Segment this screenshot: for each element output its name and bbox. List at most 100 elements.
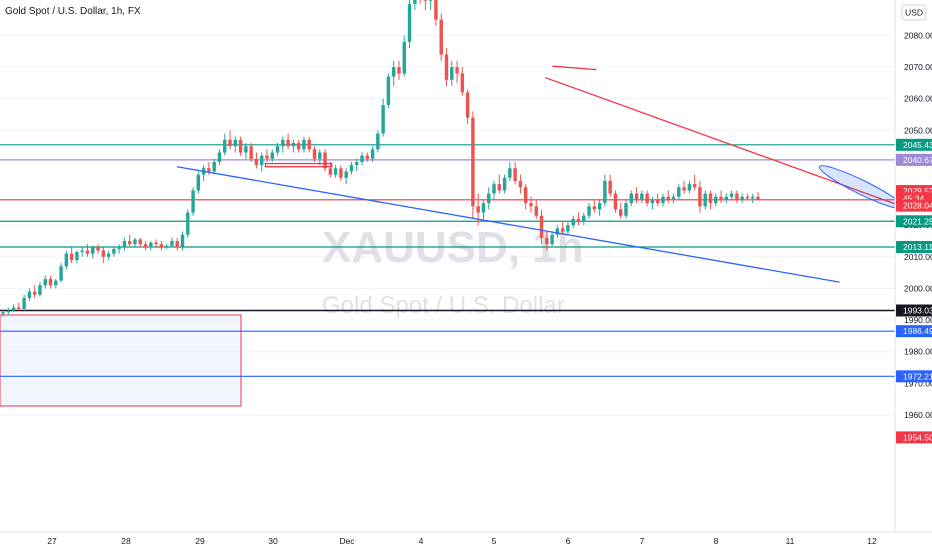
watermark-name: Gold Spot / U.S. Dollar <box>322 292 565 319</box>
price-label-text: 2040.67 <box>903 155 932 165</box>
candle-body <box>502 177 507 191</box>
candle-body <box>671 196 676 200</box>
candle-body <box>386 76 391 106</box>
candle-body <box>80 250 84 253</box>
candle-body <box>497 184 502 191</box>
candle-body <box>645 193 649 204</box>
price-label-badge <box>896 241 932 254</box>
top-segment <box>552 65 597 71</box>
candle-body <box>592 206 597 210</box>
price-tick: 2000.00 <box>904 283 932 293</box>
price-tick: 2010.00 <box>904 252 932 262</box>
candle-body <box>43 278 47 286</box>
candle-body <box>11 307 16 311</box>
price-tick: 1970.00 <box>904 378 932 388</box>
currency-button[interactable] <box>901 4 927 21</box>
candle-body <box>75 252 79 261</box>
candle-body <box>355 161 359 166</box>
candle-body <box>751 196 755 199</box>
candle-body <box>238 139 243 153</box>
candle-body <box>476 206 480 213</box>
candle-body <box>650 199 655 204</box>
candle-body <box>740 196 744 200</box>
price-tick: 1980.00 <box>904 347 932 357</box>
candle-body <box>191 190 195 213</box>
candle-body <box>133 239 137 245</box>
candle-body <box>545 237 549 245</box>
candle-body <box>175 241 179 248</box>
candle-body <box>96 247 100 251</box>
price-label-text: 45:34 <box>903 193 925 203</box>
candle-body <box>333 168 338 175</box>
candle-body <box>756 196 760 200</box>
candle-body <box>523 187 528 204</box>
candle-body <box>180 234 185 248</box>
candle-body <box>244 146 248 153</box>
price-label-badge <box>896 138 932 151</box>
candle-body <box>608 180 612 194</box>
candle-body <box>529 203 533 207</box>
price-label-badge <box>896 153 932 166</box>
price-label-text: 2013.11 <box>903 242 932 252</box>
candle-body <box>413 0 417 4</box>
candle-body <box>640 193 644 200</box>
candle-body <box>698 187 702 207</box>
candle-body <box>597 203 602 210</box>
candle-body <box>1 312 5 314</box>
candle-body <box>249 146 253 159</box>
price-tick: 2080.00 <box>904 31 932 41</box>
candle-body <box>54 280 58 286</box>
candle-body <box>149 242 153 248</box>
resistance-box <box>264 162 333 168</box>
price-label-text: 1954.50 <box>903 432 932 442</box>
candle-body <box>560 228 565 232</box>
candle-body <box>27 291 32 298</box>
candle-body <box>402 41 406 74</box>
candle-body <box>307 139 311 150</box>
candle-body <box>397 67 401 74</box>
candle-body <box>745 196 750 199</box>
candle-body <box>381 105 385 134</box>
candle-body <box>666 196 670 200</box>
candle-body <box>223 139 227 153</box>
candle-body <box>571 218 575 226</box>
price-tick: 1990.00 <box>904 315 932 325</box>
candle-body <box>735 193 739 200</box>
price-label-text: 2045.43 <box>903 140 932 150</box>
price-label-badge <box>896 215 932 228</box>
price-label-badge <box>896 304 932 317</box>
candle-body <box>714 196 718 204</box>
time-tick: Dec <box>339 536 355 546</box>
candle-body <box>22 297 26 310</box>
candle-body <box>513 168 517 181</box>
wedge-ellipse <box>819 165 905 210</box>
candle-body <box>481 203 486 213</box>
candle-body <box>117 247 121 249</box>
price-label-badge <box>896 199 932 212</box>
candle-body <box>328 168 333 175</box>
candle-body <box>281 139 285 147</box>
candle-body <box>91 247 95 254</box>
time-tick: 8 <box>714 536 719 546</box>
price-tick: 2070.00 <box>904 62 932 72</box>
candle-body <box>729 193 734 197</box>
price-label-text: 1986.49 <box>903 326 932 336</box>
candle-body <box>460 73 465 93</box>
candle-body <box>376 133 380 150</box>
candle-body <box>518 180 523 188</box>
time-tick: 27 <box>47 536 57 546</box>
price-label-text: 2021.25 <box>903 216 932 226</box>
candle-body <box>439 19 443 55</box>
candle-body <box>582 215 586 223</box>
candle-body <box>38 285 42 295</box>
time-tick: 11 <box>786 536 795 546</box>
candle-body <box>339 168 343 178</box>
candle-body <box>360 155 364 162</box>
candle-body <box>217 152 222 162</box>
candle-body <box>101 250 106 257</box>
price-axis-bg <box>895 0 932 532</box>
time-axis[interactable]: 27 28 29 30 Dec 4 5 6 7 8 11 12 <box>47 536 877 546</box>
symbol-title: Gold Spot / U.S. Dollar, 1h, FX <box>5 6 141 17</box>
